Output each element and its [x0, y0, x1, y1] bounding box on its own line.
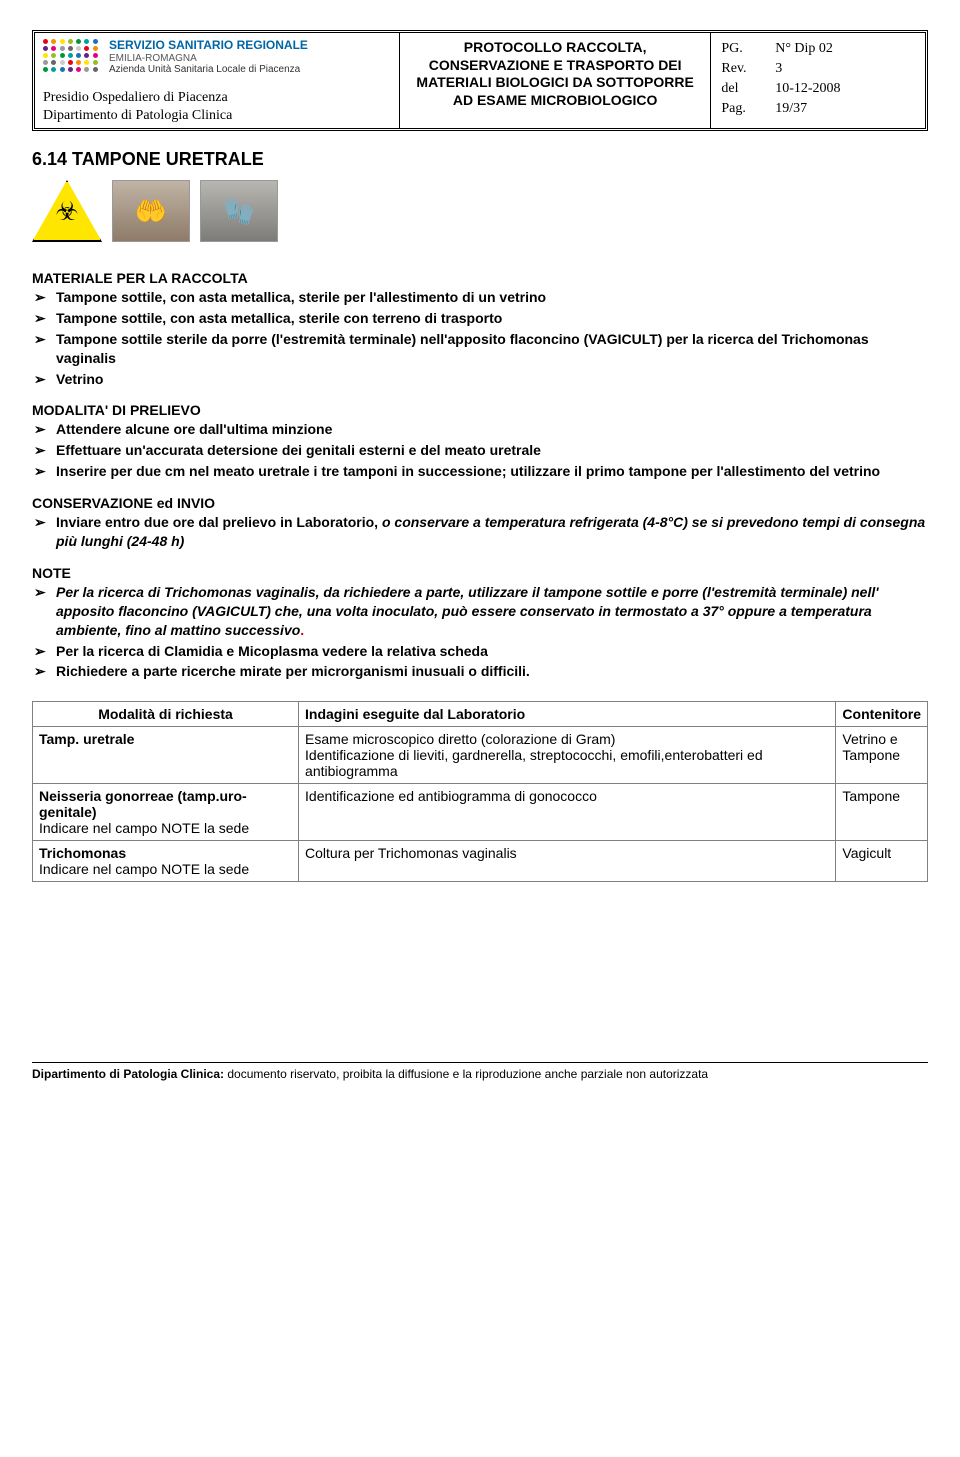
footer-bold: Dipartimento di Patologia Clinica:	[32, 1067, 224, 1081]
list-item: Vetrino	[34, 370, 928, 389]
list-item: Tampone sottile sterile da porre (l'estr…	[34, 330, 928, 368]
materiale-head: MATERIALE PER LA RACCOLTA	[32, 270, 928, 286]
modalita-list: Attendere alcune ore dall'ultima minzion…	[32, 420, 928, 481]
list-item: Tampone sottile, con asta metallica, ste…	[34, 309, 928, 328]
table-header: Contenitore	[836, 702, 928, 727]
list-item: Inviare entro due ore dal prelievo in La…	[34, 513, 928, 551]
presidio-1: Presidio Ospedaliero di Piacenza	[43, 89, 391, 107]
meta-val: N° Dip 02	[775, 39, 915, 59]
biohazard-icon: ☣	[32, 180, 102, 242]
meta-val: 10-12-2008	[775, 79, 915, 99]
conservazione-list: Inviare entro due ore dal prelievo in La…	[32, 513, 928, 551]
presidio-2: Dipartimento di Patologia Clinica	[43, 107, 391, 125]
footer-text: documento riservato, proibita la diffusi…	[224, 1067, 708, 1081]
logo-line1: SERVIZIO SANITARIO REGIONALE	[109, 39, 308, 53]
meta-key: PG.	[721, 39, 775, 59]
modalita-head: MODALITA' DI PRELIEVO	[32, 402, 928, 418]
list-item: Inserire per due cm nel meato uretrale i…	[34, 462, 928, 481]
header-left: SERVIZIO SANITARIO REGIONALE EMILIA-ROMA…	[35, 33, 400, 128]
page-title: 6.14 TAMPONE URETRALE	[32, 149, 928, 170]
request-table: Modalità di richiestaIndagini eseguite d…	[32, 701, 928, 882]
logo-line3: Azienda Unità Sanitaria Locale di Piacen…	[109, 64, 308, 76]
logo-line2: EMILIA-ROMAGNA	[109, 53, 308, 65]
logo-dots-icon	[43, 39, 103, 83]
meta-key: del	[721, 79, 775, 99]
table-header: Modalità di richiesta	[33, 702, 299, 727]
list-item: Tampone sottile, con asta metallica, ste…	[34, 288, 928, 307]
list-item: Effettuare un'accurata detersione dei ge…	[34, 441, 928, 460]
meta-key: Rev.	[721, 59, 775, 79]
list-item: Per la ricerca di Trichomonas vaginalis,…	[34, 583, 928, 640]
list-item: Per la ricerca di Clamidia e Micoplasma …	[34, 642, 928, 661]
table-cell: Tamp. uretrale	[33, 727, 299, 784]
meta-val: 3	[775, 59, 915, 79]
conservazione-head: CONSERVAZIONE ed INVIO	[32, 495, 928, 511]
icons-row: ☣ 🤲 🧤	[32, 180, 928, 242]
list-item: Richiedere a parte ricerche mirate per m…	[34, 662, 928, 681]
table-row: TrichomonasIndicare nel campo NOTE la se…	[33, 841, 928, 882]
table-cell: Vetrino eTampone	[836, 727, 928, 784]
table-row: Neisseria gonorreae (tamp.uro-genitale)I…	[33, 784, 928, 841]
note-head: NOTE	[32, 565, 928, 581]
note-list: Per la ricerca di Trichomonas vaginalis,…	[32, 583, 928, 681]
table-row: Tamp. uretraleEsame microscopico diretto…	[33, 727, 928, 784]
table-cell: Esame microscopico diretto (colorazione …	[299, 727, 836, 784]
header-box: SERVIZIO SANITARIO REGIONALE EMILIA-ROMA…	[32, 30, 928, 131]
materiale-list: Tampone sottile, con asta metallica, ste…	[32, 288, 928, 388]
table-cell: Neisseria gonorreae (tamp.uro-genitale)I…	[33, 784, 299, 841]
table-header: Indagini eseguite dal Laboratorio	[299, 702, 836, 727]
table-cell: TrichomonasIndicare nel campo NOTE la se…	[33, 841, 299, 882]
footer: Dipartimento di Patologia Clinica: docum…	[32, 1067, 928, 1081]
header-meta: PG.N° Dip 02Rev.3del10-12-2008Pag.19/37	[711, 33, 925, 128]
table-cell: Identificazione ed antibiogramma di gono…	[299, 784, 836, 841]
table-cell: Vagicult	[836, 841, 928, 882]
table-cell: Tampone	[836, 784, 928, 841]
table-cell: Coltura per Trichomonas vaginalis	[299, 841, 836, 882]
list-item: Attendere alcune ore dall'ultima minzion…	[34, 420, 928, 439]
meta-key: Pag.	[721, 99, 775, 119]
handwash-icon: 🤲	[112, 180, 190, 242]
header-title: PROTOCOLLO RACCOLTA, CONSERVAZIONE E TRA…	[400, 33, 712, 128]
meta-val: 19/37	[775, 99, 915, 119]
gloves-icon: 🧤	[200, 180, 278, 242]
